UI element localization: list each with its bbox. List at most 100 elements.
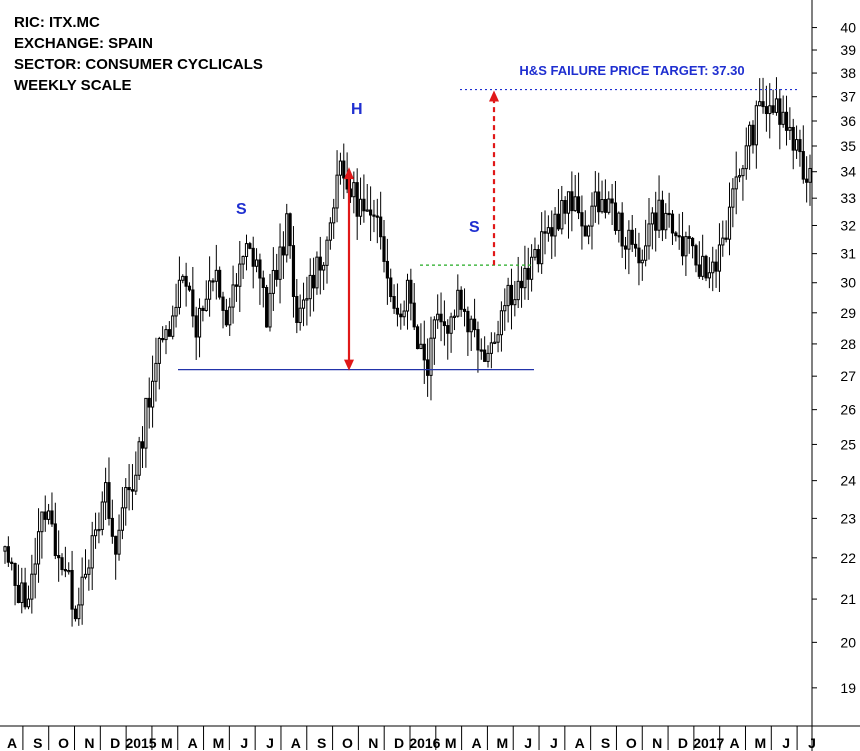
y-tick-label: 24 — [840, 473, 856, 489]
candle — [576, 172, 581, 220]
candle — [687, 225, 691, 254]
candle-body — [53, 523, 57, 557]
candle-body — [630, 229, 634, 245]
candle — [647, 197, 651, 260]
candle — [26, 585, 31, 610]
candle-body — [748, 124, 752, 147]
candle-body — [405, 279, 410, 312]
candle — [805, 156, 809, 203]
candle-body — [526, 267, 530, 280]
candle — [768, 83, 772, 139]
candle-body — [322, 264, 326, 271]
candle-body — [489, 342, 493, 354]
candle-body — [154, 362, 158, 382]
candle-body — [167, 329, 171, 337]
candle-body — [660, 199, 665, 231]
candle-body — [784, 111, 789, 131]
candle — [265, 284, 269, 328]
candle — [30, 554, 34, 614]
candle — [734, 151, 738, 215]
candle-body — [20, 582, 24, 604]
candle — [33, 537, 37, 599]
candle — [315, 251, 319, 295]
candle — [556, 189, 561, 232]
candle — [147, 377, 151, 429]
candle — [241, 255, 245, 279]
candle — [617, 211, 621, 243]
candle — [493, 332, 497, 345]
candle — [566, 191, 571, 239]
x-tick-label: S — [33, 735, 42, 751]
candle-body — [140, 441, 145, 449]
candle — [637, 232, 641, 286]
candle-body — [664, 212, 668, 231]
candle-body — [345, 177, 349, 190]
candle — [13, 562, 17, 606]
candle — [623, 236, 628, 270]
x-tick-label: A — [291, 735, 301, 751]
candle-body — [684, 236, 688, 257]
candle — [727, 182, 732, 256]
candle — [187, 282, 192, 292]
x-tick-label: M — [161, 735, 173, 751]
candle — [342, 143, 346, 199]
candle-body — [543, 231, 547, 234]
candle-body — [741, 168, 745, 177]
y-tick-label: 22 — [840, 550, 856, 566]
candle-body — [26, 598, 31, 608]
y-tick-label: 20 — [840, 634, 856, 650]
candle-body — [60, 557, 64, 571]
candle — [50, 492, 54, 527]
candle-body — [778, 98, 782, 125]
candle — [332, 198, 336, 239]
candle — [47, 503, 51, 525]
candle-body — [147, 397, 151, 408]
candle — [285, 203, 289, 263]
candle-body — [754, 105, 758, 146]
candle-body — [332, 207, 336, 224]
candle-body — [73, 608, 78, 620]
candle-body — [399, 313, 403, 318]
candle-body — [63, 569, 67, 572]
candle — [754, 100, 758, 169]
candle — [308, 258, 312, 317]
candle-body — [566, 191, 571, 214]
candle — [228, 297, 232, 336]
candle-body — [422, 343, 426, 361]
candle — [560, 185, 564, 235]
candle-body — [724, 237, 728, 240]
candle — [161, 326, 165, 343]
candle-body — [711, 261, 715, 274]
candle — [711, 246, 715, 292]
candle — [761, 77, 765, 114]
candle — [3, 545, 7, 564]
candle-body — [258, 259, 262, 279]
candle — [613, 180, 618, 235]
candle-body — [238, 263, 242, 287]
candle-body — [556, 213, 561, 230]
candle — [164, 325, 168, 355]
candle — [358, 177, 363, 225]
candle — [798, 129, 802, 167]
candle — [234, 273, 239, 302]
candle-body — [177, 279, 182, 308]
candle-body — [171, 315, 175, 337]
candle-body — [241, 255, 245, 265]
candle-body — [493, 341, 497, 344]
candle — [426, 338, 430, 397]
candle-body — [265, 286, 269, 328]
candle-body — [83, 573, 88, 578]
overlays-group — [178, 88, 800, 371]
candle-body — [208, 280, 212, 300]
x-tick-label: J — [240, 735, 248, 751]
candle-body — [3, 546, 7, 552]
left-shoulder-label: S — [236, 201, 247, 218]
candle-body — [134, 474, 138, 492]
candle — [208, 256, 212, 317]
candle-body — [644, 245, 648, 261]
candle-body — [355, 182, 359, 217]
x-tick-label: O — [58, 735, 69, 751]
candle-body — [352, 182, 356, 198]
y-tick-label: 38 — [840, 65, 856, 81]
candle — [429, 316, 433, 401]
